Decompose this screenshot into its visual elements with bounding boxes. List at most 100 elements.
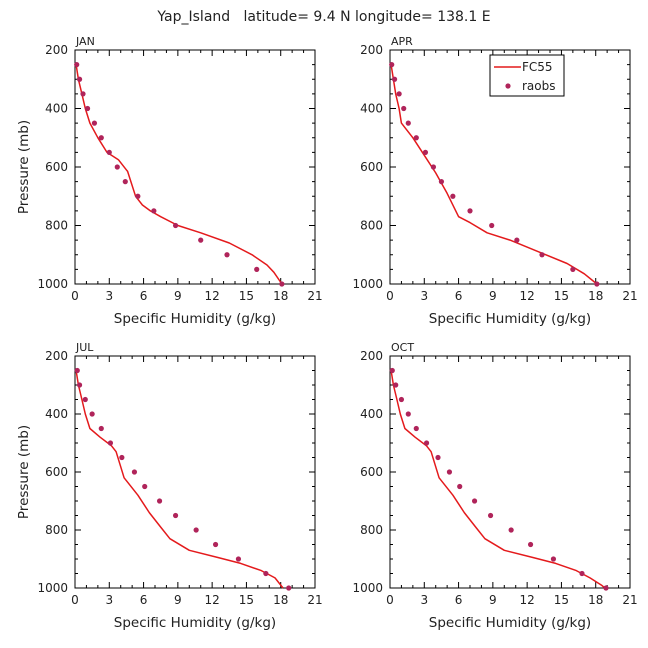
data-point-raobs [527,541,534,548]
data-point-raobs [579,570,585,577]
panel-jan: 0 3 6 9 12 15 18 21 200 400 600 800 1000 JAN Specific … [16,35,323,327]
panel-label: APR [391,35,413,48]
data-point-raobs [450,193,456,199]
plot-frame [74,355,316,589]
y-tick-label: 800 [45,219,68,233]
x-tick-label: 15 [239,289,254,303]
data-point-raobs [457,483,463,490]
y-tick-label: 200 [45,349,68,363]
y-tick-label: 800 [360,219,383,233]
x-tick-label: 21 [307,289,322,303]
x-tick-label: 15 [554,289,569,303]
y-tick-label: 800 [45,523,68,537]
x-tick-label: 15 [239,593,254,607]
x-tick-label: 18 [273,593,288,607]
legend-label-raobs: raobs [522,79,556,93]
data-point-raobs [487,512,494,519]
x-tick-label: 9 [174,289,182,303]
x-axis-label: Specific Humidity (g/kg) [114,615,276,631]
panel-jul: 0 3 6 9 12 15 18 21 200 400 600 800 1000 JUL Specific … [16,341,323,631]
y-tick-label: 1000 [352,581,383,595]
panel-label: OCT [391,341,414,354]
y-tick-label: 600 [45,160,68,174]
data-point-raobs [224,252,230,258]
data-point-raobs [389,62,395,68]
data-point-raobs [405,120,411,126]
y-tick-label: 200 [360,43,383,57]
x-tick-label: 15 [554,593,569,607]
data-point-raobs [80,91,86,97]
data-point-raobs [142,483,148,490]
data-point-raobs [122,179,128,185]
x-tick-label: 9 [489,593,497,607]
data-point-raobs [84,105,91,112]
data-point-raobs [135,193,141,199]
plot-frame [389,355,631,589]
series-line-fc55 [390,370,606,589]
data-point-raobs [489,222,495,229]
x-tick-label: 3 [105,289,113,303]
data-point-raobs [423,440,430,446]
data-point-raobs [603,585,609,591]
data-point-raobs [286,585,292,591]
data-point-raobs [151,208,157,214]
data-point-raobs [389,367,395,374]
legend: FC55 raobs [489,54,565,97]
x-tick-label: 18 [273,289,288,303]
x-tick-label: 6 [140,289,148,303]
data-point-raobs [391,76,398,82]
data-point-raobs [156,498,163,504]
data-point-raobs [570,266,576,272]
x-tick-label: 12 [205,593,220,607]
legend-box [489,54,565,97]
y-tick-label: 600 [45,465,68,479]
x-tick-label: 3 [420,593,428,607]
legend-label-fc55: FC55 [522,60,553,74]
data-point-raobs [106,149,112,155]
x-tick-label: 6 [455,593,463,607]
x-tick-label: 18 [588,593,603,607]
data-point-raobs [508,527,514,533]
data-point-raobs [398,396,405,403]
y-tick-label: 1000 [37,581,68,595]
series-line-fc55 [75,64,283,285]
data-point-raobs [430,164,437,170]
data-point-raobs [514,237,520,243]
figure-title: Yap_Island latitude= 9.4 N longitude= 13… [156,9,490,25]
x-tick-label: 9 [174,593,182,607]
data-point-raobs [396,91,402,97]
data-point-raobs [471,498,478,504]
data-point-raobs [172,222,179,229]
y-tick-label: 600 [360,465,383,479]
series-line-fc55 [390,64,598,285]
legend-point-swatch [505,83,511,89]
y-tick-label: 400 [360,102,383,116]
data-point-raobs [89,411,95,417]
x-tick-label: 12 [205,289,220,303]
data-point-raobs [594,281,600,287]
data-point-raobs [405,411,411,417]
x-axis-label: Specific Humidity (g/kg) [429,311,591,327]
y-axis-label: Pressure (mb) [16,425,32,519]
series-line-fc55 [75,370,284,589]
data-point-raobs [254,266,260,272]
x-axis-label: Specific Humidity (g/kg) [114,311,276,327]
data-point-raobs [550,556,557,562]
data-point-raobs [107,440,114,446]
data-point-raobs [76,382,83,388]
data-point-raobs [279,281,285,287]
data-point-raobs [413,135,419,141]
data-point-raobs [193,527,199,533]
x-tick-label: 6 [140,593,148,607]
x-tick-label: 9 [489,289,497,303]
x-tick-label: 3 [105,593,113,607]
data-point-raobs [98,135,104,141]
panel-label: JAN [75,35,95,48]
panel-apr: 0 3 6 9 12 15 18 21 200 400 600 800 1000 APR Specific … [352,35,637,327]
x-tick-label: 18 [588,289,603,303]
y-tick-label: 400 [360,407,383,421]
data-point-raobs [76,76,83,82]
y-tick-label: 600 [360,160,383,174]
data-point-raobs [172,512,179,519]
